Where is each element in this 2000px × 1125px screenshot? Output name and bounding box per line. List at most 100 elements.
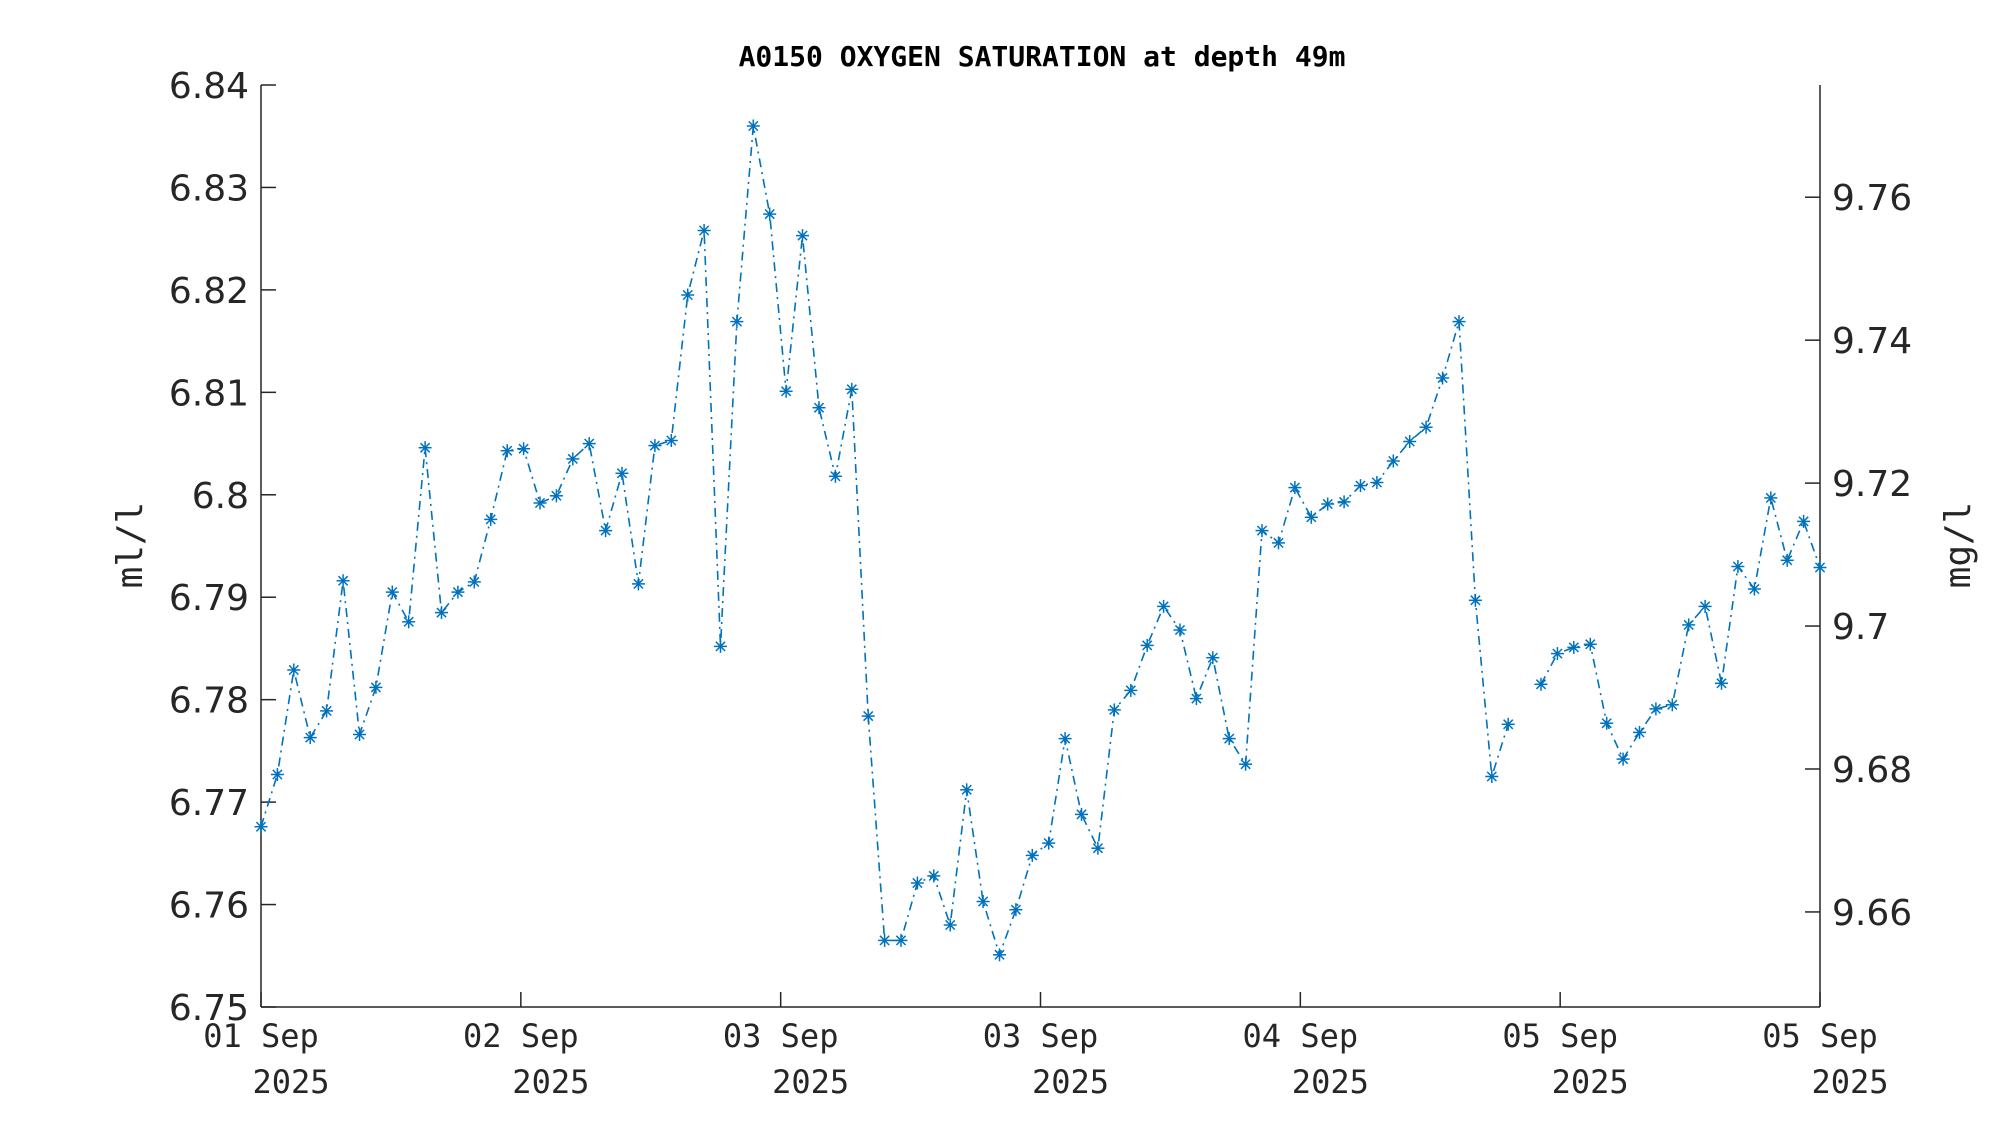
x-tick-label-year: 2025	[512, 1063, 589, 1101]
data-point	[385, 585, 399, 599]
y-tick-label: 6.77	[169, 783, 249, 824]
data-point	[1206, 651, 1220, 665]
series-line	[1540, 497, 1821, 760]
x-tick-label-year: 2025	[1552, 1063, 1629, 1101]
x-axis: 01 Sep 2025 02 Sep 2025 03 Sep 2025 03 Sep 2025…	[203, 992, 1889, 1101]
y2-tick-label: 9.74	[1832, 321, 1912, 362]
y-tick-label: 6.81	[169, 373, 249, 414]
plot-frame	[260, 85, 1821, 1008]
data-point	[320, 704, 334, 718]
data-point	[927, 869, 941, 883]
data-point	[878, 933, 892, 947]
data-point	[1468, 593, 1482, 607]
data-point	[1797, 514, 1811, 528]
data-point	[1288, 481, 1302, 495]
data-point	[1304, 510, 1318, 524]
x-tick-label-year: 2025	[1811, 1063, 1888, 1101]
data-point	[566, 452, 580, 466]
y2-tick-label: 9.7	[1832, 607, 1889, 648]
data-point	[517, 442, 531, 456]
y-axis-right: 9.66 9.68 9.7 9.72 9.74 9.76	[1805, 178, 1912, 934]
y2-axis-label: mg/l	[1938, 502, 1979, 589]
data-point	[1173, 623, 1187, 637]
data-point	[1501, 717, 1515, 731]
series-oxygen	[254, 119, 1827, 962]
data-point	[1222, 732, 1236, 746]
x-tick-label-year: 2025	[772, 1063, 849, 1101]
x-tick-label-day: 05 Sep	[1502, 1017, 1618, 1055]
data-point	[369, 680, 383, 694]
chart-title: A0150 OXYGEN SATURATION at depth 49m	[739, 40, 1346, 73]
data-point	[353, 728, 366, 741]
data-point	[1567, 640, 1581, 654]
y2-tick-label: 9.68	[1832, 750, 1912, 791]
data-point	[697, 224, 711, 237]
data-point	[1698, 599, 1712, 613]
y-tick-label: 6.79	[169, 578, 249, 619]
data-point	[1550, 647, 1564, 661]
data-point	[418, 441, 432, 455]
data-point	[1780, 553, 1794, 567]
x-tick-label-day: 04 Sep	[1243, 1017, 1359, 1055]
data-point	[500, 444, 514, 458]
data-point	[451, 585, 465, 599]
y-tick-label: 6.75	[169, 988, 249, 1029]
data-point	[1140, 638, 1154, 652]
data-point	[1616, 752, 1630, 766]
data-point	[1042, 836, 1056, 850]
data-point	[714, 639, 727, 653]
data-point	[1403, 435, 1417, 448]
data-point	[1354, 479, 1367, 493]
data-point	[763, 207, 777, 221]
x-tick-label-day: 03 Sep	[723, 1017, 839, 1055]
y-tick-label: 6.83	[169, 168, 249, 209]
data-point	[1731, 560, 1745, 573]
data-point	[1600, 716, 1614, 730]
y-tick-label: 6.8	[192, 476, 249, 517]
data-point	[615, 466, 629, 480]
data-point	[1091, 841, 1105, 855]
data-point	[1534, 677, 1548, 691]
data-point	[664, 434, 678, 447]
data-point	[1747, 582, 1761, 596]
data-point	[746, 119, 760, 133]
data-point	[1452, 315, 1466, 329]
data-point	[435, 606, 448, 620]
data-point	[303, 731, 317, 745]
data-point	[993, 948, 1006, 962]
data-point	[779, 384, 793, 398]
data-point	[1419, 420, 1433, 434]
data-point	[976, 895, 990, 908]
x-tick-label-year: 2025	[1292, 1063, 1369, 1101]
x-tick-label-year: 2025	[1032, 1063, 1109, 1101]
data-point	[484, 512, 498, 526]
data-point	[1649, 702, 1663, 716]
data-point	[599, 524, 613, 538]
data-point	[1682, 618, 1696, 632]
data-point	[549, 489, 563, 503]
data-point	[648, 439, 662, 453]
y-tick-label: 6.82	[169, 271, 249, 312]
data-point	[1665, 698, 1679, 712]
y-tick-label: 6.84	[169, 66, 249, 107]
data-point	[730, 315, 744, 329]
data-point	[533, 496, 547, 510]
y2-tick-label: 9.72	[1832, 464, 1912, 505]
data-point	[254, 820, 268, 834]
data-point	[1321, 497, 1335, 511]
y2-tick-label: 9.76	[1832, 178, 1912, 219]
y-axis-left: 6.75 6.76 6.77 6.78 6.79 6.8 6.81 6.82 6.83 6.84	[169, 66, 276, 1029]
data-point	[1107, 703, 1121, 717]
data-point	[1272, 536, 1285, 550]
data-point	[1255, 524, 1269, 538]
data-point	[1764, 491, 1778, 505]
data-point	[336, 574, 350, 588]
y-tick-label: 6.78	[169, 681, 249, 722]
data-point	[1009, 903, 1023, 917]
data-point	[1124, 683, 1138, 697]
data-point	[1485, 770, 1499, 783]
data-point	[1239, 757, 1253, 771]
data-point	[828, 469, 842, 483]
data-point	[910, 876, 924, 890]
